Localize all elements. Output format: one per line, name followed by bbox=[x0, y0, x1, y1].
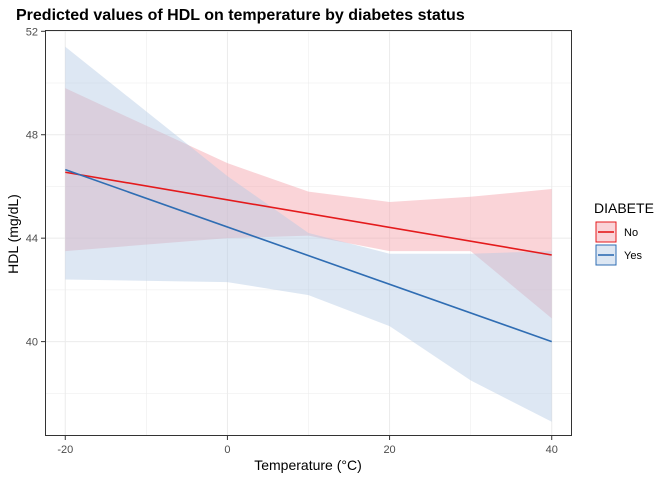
legend-item-no: No bbox=[595, 221, 638, 243]
series-line-yes bbox=[65, 168, 552, 343]
series-lines bbox=[65, 168, 552, 343]
grid-minor bbox=[45, 30, 572, 436]
x-tick-label: 20 bbox=[383, 444, 395, 456]
y-tick-label: 40 bbox=[26, 337, 38, 349]
legend-label: Yes bbox=[624, 250, 642, 262]
legend: DIABETE No Yes bbox=[594, 200, 654, 266]
y-axis-title: HDL (mg/dL) bbox=[5, 194, 21, 274]
y-tick-label: 48 bbox=[26, 130, 38, 142]
confidence-bands bbox=[65, 46, 552, 422]
x-tick-label: -20 bbox=[57, 444, 73, 456]
x-tick-label: 0 bbox=[224, 444, 230, 456]
chart-title: Predicted values of HDL on temperature b… bbox=[16, 7, 465, 24]
confidence-band-no bbox=[65, 88, 552, 319]
confidence-band-yes bbox=[65, 46, 552, 422]
x-axis-title: Temperature (°C) bbox=[254, 457, 362, 473]
series-line-no bbox=[65, 171, 552, 256]
y-tick-label: 44 bbox=[26, 233, 38, 245]
y-axis: 40 44 48 52 bbox=[26, 26, 45, 349]
x-tick-label: 40 bbox=[546, 444, 558, 456]
legend-title: DIABETE bbox=[594, 200, 654, 216]
legend-item-yes: Yes bbox=[595, 244, 642, 266]
panel-border bbox=[45, 30, 572, 436]
grid-major bbox=[45, 30, 572, 436]
legend-label: No bbox=[624, 227, 638, 239]
x-axis: -20 0 20 40 bbox=[57, 436, 558, 456]
y-tick-label: 52 bbox=[26, 26, 38, 38]
